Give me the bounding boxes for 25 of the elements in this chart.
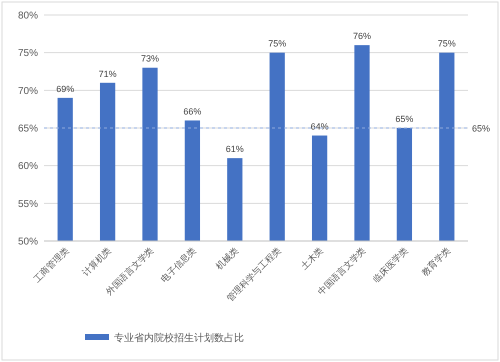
x-tick-label: 机械类 xyxy=(214,245,240,272)
y-tick-label: 60% xyxy=(18,161,38,172)
text: 71% xyxy=(98,68,117,79)
text: 75% xyxy=(438,38,456,49)
text: 65% xyxy=(395,114,414,124)
text: 61% xyxy=(226,144,244,154)
x-tick-label: 电子信息类 xyxy=(158,245,198,284)
y-tick-label: 50% xyxy=(18,236,38,248)
x-tick-label: 计算机类 xyxy=(80,245,114,278)
x-tick-label: 临床医学类 xyxy=(370,245,410,284)
legend-label: 专业省内院校招生计划数占比 xyxy=(114,332,244,344)
y-tick-label: 75% xyxy=(18,48,38,60)
text: 75% xyxy=(268,38,286,49)
x-tick-label: 教育学类 xyxy=(420,245,452,278)
x-tick-label: 工商管理类 xyxy=(32,245,71,284)
y-tick-label: 55% xyxy=(18,198,38,210)
text: 76% xyxy=(352,31,372,42)
ref-line-label: 65% xyxy=(472,124,490,134)
y-tick-label: 70% xyxy=(18,86,38,97)
y-tick-label: 65% xyxy=(18,124,38,134)
text: 69% xyxy=(56,84,74,94)
y-tick-label: 80% xyxy=(18,10,38,22)
x-tick-label: 土木类 xyxy=(298,245,326,272)
text: 73% xyxy=(140,54,160,64)
text: 66% xyxy=(183,106,202,116)
